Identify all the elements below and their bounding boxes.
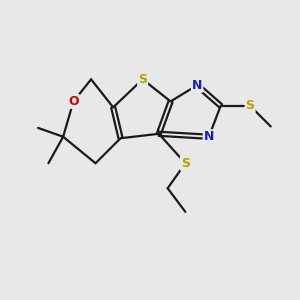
Text: O: O [68,95,79,108]
Text: N: N [192,79,202,92]
Text: S: S [246,99,255,112]
Text: S: S [138,73,147,86]
Text: S: S [181,157,190,170]
Text: N: N [204,130,214,143]
